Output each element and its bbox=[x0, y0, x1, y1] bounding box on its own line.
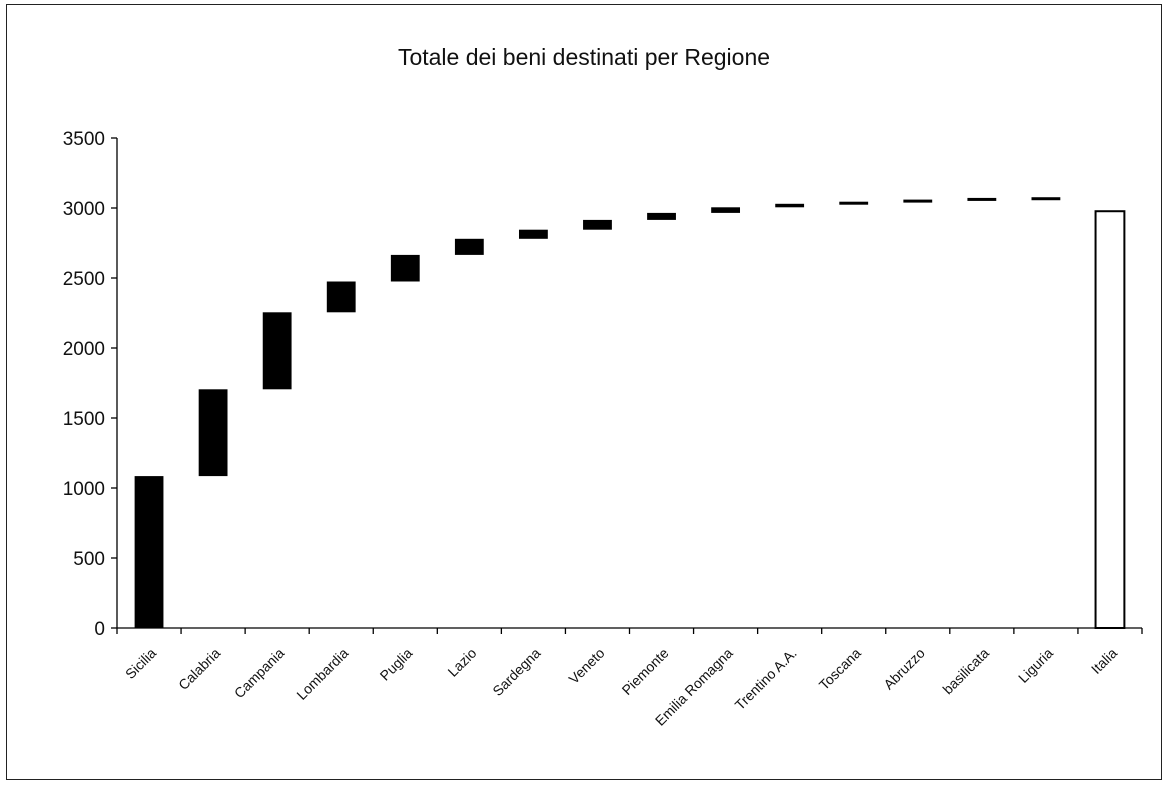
y-tick-label: 1500 bbox=[63, 409, 105, 430]
y-tick-label: 0 bbox=[94, 619, 105, 640]
bar-total-italia bbox=[1094, 210, 1126, 629]
chart-frame bbox=[6, 4, 1162, 780]
bar-puglia bbox=[390, 254, 420, 282]
x-tick-label: Campania bbox=[231, 645, 288, 702]
bar-calabria bbox=[198, 389, 228, 477]
x-tick-label: Trentino A.A. bbox=[732, 645, 800, 713]
y-tick-label: 3000 bbox=[63, 199, 105, 220]
y-tick-label: 2000 bbox=[63, 339, 105, 360]
x-tick-label: Lazio bbox=[444, 645, 479, 680]
x-tick-label: Veneto bbox=[565, 645, 607, 687]
x-tick-label: Toscana bbox=[816, 645, 864, 693]
bar-basilicata bbox=[967, 197, 997, 201]
chart-title: Totale dei beni destinati per Regione bbox=[397, 44, 771, 70]
x-tick-label: Italia bbox=[1088, 645, 1120, 677]
x-tick-label: Sicilia bbox=[122, 645, 159, 682]
bar-sicilia bbox=[134, 476, 164, 628]
bar-trentino-a-a- bbox=[775, 203, 805, 208]
bar-lazio bbox=[454, 238, 484, 255]
y-tick-label: 500 bbox=[73, 549, 105, 570]
x-tick-label: Sardegna bbox=[489, 645, 543, 699]
x-tick-label: Lombardia bbox=[293, 645, 351, 703]
bar-emilia-romagna bbox=[711, 207, 741, 213]
y-tick-label: 3500 bbox=[63, 129, 105, 150]
x-axis: Sicilia Calabria Campania Lombardia Puglia La… bbox=[116, 627, 1143, 729]
bar-piemonte bbox=[647, 212, 676, 220]
x-tick-label: Puglia bbox=[377, 645, 416, 684]
x-tick-label: Liguria bbox=[1015, 645, 1056, 686]
bar-lombardia bbox=[326, 281, 356, 313]
x-tick-label: Calabria bbox=[175, 645, 223, 693]
x-tick-label: Piemonte bbox=[619, 645, 672, 698]
x-tick-label: basilicata bbox=[939, 645, 992, 698]
bar-abruzzo bbox=[903, 199, 933, 203]
bar-campania bbox=[262, 312, 292, 390]
y-tick-label: 1000 bbox=[63, 479, 105, 500]
x-tick-label: Abruzzo bbox=[880, 645, 928, 693]
bar-liguria bbox=[1031, 197, 1061, 201]
bar-veneto bbox=[583, 219, 612, 230]
bars bbox=[134, 197, 1126, 629]
y-tick-label: 2500 bbox=[63, 269, 105, 290]
bar-toscana bbox=[839, 201, 869, 205]
bar-sardegna bbox=[518, 229, 548, 239]
y-axis: 0 500 1000 1500 2000 2500 3000 3500 bbox=[63, 129, 118, 640]
